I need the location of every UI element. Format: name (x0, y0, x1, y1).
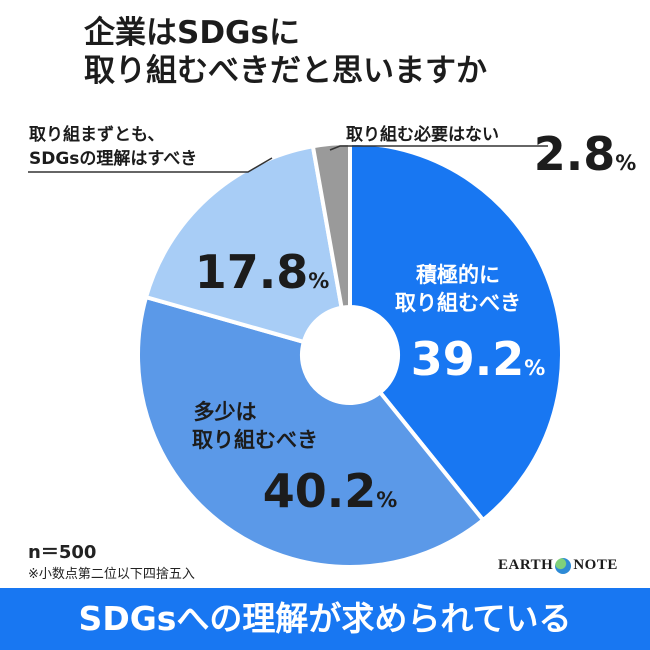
pie-slice-0 (348, 140, 564, 523)
slice-value-3: 2.8% (534, 127, 637, 181)
pie-slice-2 (143, 143, 344, 345)
leader-line-3 (329, 145, 548, 151)
logo-text-left: EARTH (498, 557, 554, 573)
globe-icon (555, 557, 572, 574)
slice-label-0-line-1: 積極的に (416, 263, 500, 287)
donut-chart: 積極的に取り組むべき39.2%多少は取り組むべき40.2%17.8%取り組まずと… (28, 124, 637, 569)
earth-note-logo: EARTH NOTE (498, 557, 618, 574)
slice-value-0: 39.2% (411, 332, 546, 386)
leader-line-2 (28, 157, 273, 173)
sample-size: n＝500 (28, 542, 97, 563)
rounding-note: ※小数点第二位以下四捨五入 (28, 567, 195, 582)
chart-title: 企業はSDGsに 取り組むべきだと思いますか (84, 14, 487, 90)
slice-label-0-line-2: 取り組むべき (395, 291, 521, 315)
slice-label-3: 取り組む必要はない (346, 124, 499, 145)
slice-label-2-line-1: 取り組まずとも、 (29, 124, 165, 145)
bottom-banner: SDGsへの理解が求められている (0, 588, 650, 650)
slice-label-2-line-2: SDGsの理解はすべき (29, 148, 197, 169)
pie-slice-3 (310, 140, 352, 311)
title-line-2: 取り組むべきだと思いますか (84, 53, 487, 89)
slice-value-1: 40.2% (263, 464, 398, 518)
logo-text-right: NOTE (573, 557, 618, 573)
slice-label-1-line-2: 取り組むべき (192, 428, 318, 452)
title-line-1: 企業はSDGsに (84, 15, 300, 51)
pie-slice-1 (136, 294, 486, 569)
slice-value-2: 17.8% (195, 245, 330, 299)
slice-label-1-line-1: 多少は (194, 400, 257, 424)
